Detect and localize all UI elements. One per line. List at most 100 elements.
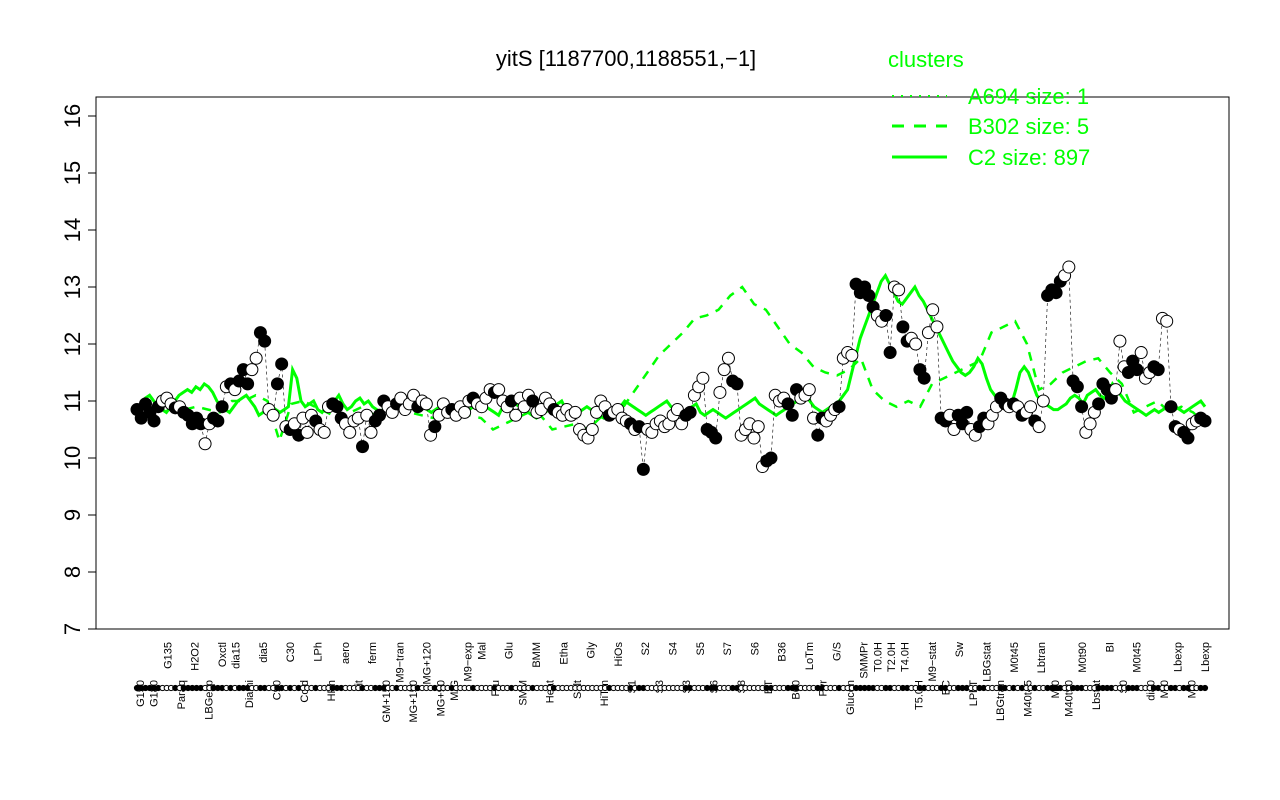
x-tick-label: ferm <box>367 642 379 664</box>
x-tick-label: T5.0H <box>913 680 925 710</box>
data-point <box>1134 346 1148 360</box>
data-point <box>1083 417 1097 431</box>
data-point <box>1036 394 1050 408</box>
x-tick-label: S6 <box>749 642 761 655</box>
y-tick-label: 15 <box>60 161 85 185</box>
data-point <box>832 400 846 414</box>
data-point <box>1109 383 1123 397</box>
x-tick-label: Lbstat <box>1091 680 1103 710</box>
data-point <box>896 320 910 334</box>
x-tick-label: HiTm <box>599 680 611 706</box>
legend: clusters A694 size: 1 B302 size: 5 C2 si… <box>888 47 1090 170</box>
x-tick-label: G135 <box>162 642 174 669</box>
x-tick-label: SMM <box>517 680 529 706</box>
x-tick-label: Cold <box>299 680 311 703</box>
data-point <box>845 348 859 362</box>
legend-label-c2: C2 size: 897 <box>968 145 1090 170</box>
data-point <box>717 363 731 377</box>
data-point <box>300 425 314 439</box>
legend-label-b302: B302 size: 5 <box>968 114 1089 139</box>
data-point <box>1113 334 1127 348</box>
x-tick-label: G/S <box>831 642 843 661</box>
data-point <box>568 405 582 419</box>
y-tick-label: 14 <box>60 218 85 242</box>
data-point <box>266 408 280 422</box>
data-point <box>811 428 825 442</box>
data-point <box>747 431 761 445</box>
data-point <box>926 303 940 317</box>
x-tick-label: C30 <box>285 642 297 662</box>
data-point <box>1151 363 1165 377</box>
x-tick-label: Sw <box>954 642 966 657</box>
data-point <box>373 408 387 422</box>
x-tick-label: Oxctl <box>217 642 229 667</box>
x-tick-label: G180 <box>149 680 161 707</box>
data-point <box>785 408 799 422</box>
data-point <box>781 397 795 411</box>
data-point <box>585 423 599 436</box>
x-tick-label: Etha <box>558 641 570 665</box>
x-tick-label: BI <box>1104 642 1116 652</box>
data-point <box>764 451 778 465</box>
x-tick-label: MG+120 <box>422 642 434 685</box>
x-tick-label: Mal <box>476 642 488 660</box>
x-tick-label: M0t45 <box>1132 642 1144 673</box>
data-point <box>215 400 229 414</box>
data-point <box>1181 431 1195 445</box>
x-tick-label: LPh <box>313 642 325 662</box>
data-point <box>683 405 697 419</box>
x-tick-label: LoTm <box>804 642 816 670</box>
data-point <box>1198 414 1212 428</box>
x-tick-label: Lbtran <box>1036 642 1048 673</box>
x-tick-label: Gly <box>586 642 598 659</box>
data-point <box>751 420 765 434</box>
data-point <box>879 309 893 322</box>
x-tick-label: Diami <box>244 680 256 708</box>
data-point <box>249 351 263 365</box>
data-point <box>960 405 974 419</box>
x-tick-label: Lbexp <box>1200 642 1212 672</box>
cluster-lines <box>135 272 1207 446</box>
data-point <box>917 371 931 385</box>
data-point <box>245 363 259 377</box>
data-point <box>526 394 540 408</box>
data-point <box>258 334 272 348</box>
data-point <box>909 337 923 351</box>
data-point <box>1032 420 1046 434</box>
data-point <box>1062 260 1076 274</box>
y-tick-label: 8 <box>60 566 85 578</box>
x-tick-label: MG+90 <box>435 680 447 716</box>
data-point <box>428 420 442 434</box>
x-tick-label: M9−tran <box>394 642 406 683</box>
data-point <box>721 351 735 365</box>
x-tick-label: M40t45 <box>1023 680 1035 717</box>
x-tick-label: M0t90 <box>1077 642 1089 673</box>
x-tick-label: G150 <box>135 680 147 707</box>
y-tick-label: 11 <box>60 390 85 413</box>
data-points <box>130 260 1212 476</box>
data-point <box>930 320 944 334</box>
data-point <box>330 400 344 414</box>
x-tick-label: aero <box>340 642 352 664</box>
y-tick-label: 7 <box>60 623 85 635</box>
y-tick-label: 12 <box>60 332 85 356</box>
data-point <box>1024 400 1038 414</box>
x-tick-label: dia5 <box>258 642 270 663</box>
x-tick-label: LBGstat <box>982 642 994 682</box>
data-point <box>709 431 723 445</box>
y-tick-label: 9 <box>60 509 85 521</box>
legend-title: clusters <box>888 47 964 72</box>
data-point <box>317 425 331 439</box>
y-tick-label: 16 <box>60 104 85 128</box>
x-tick-label: S2 <box>640 642 652 655</box>
x-tick-label: H2O2 <box>190 642 202 671</box>
data-point <box>492 383 506 397</box>
x-tick-label: M9−exp <box>463 642 475 681</box>
data-point <box>1130 363 1144 377</box>
data-point <box>1070 380 1084 394</box>
data-point <box>730 377 744 391</box>
data-point <box>1049 286 1063 300</box>
plot-frame <box>95 96 1230 630</box>
